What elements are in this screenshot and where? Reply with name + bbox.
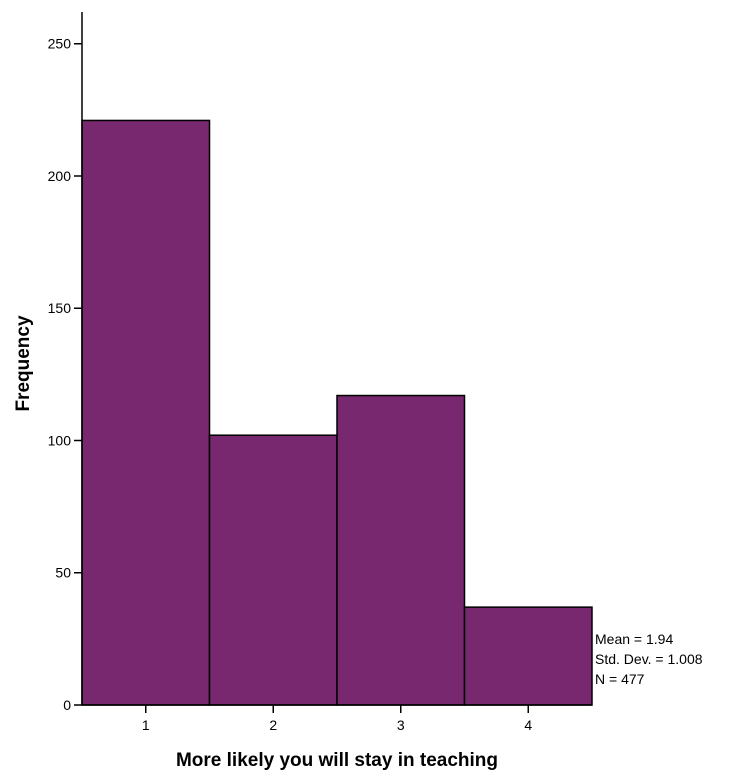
stats-n: N = 477: [595, 671, 645, 687]
x-tick-label-4: 4: [524, 717, 532, 733]
y-axis-title: Frequency: [13, 315, 34, 412]
y-tick-label-100: 100: [48, 432, 72, 448]
y-tick-label-200: 200: [48, 168, 72, 184]
stats-mean: Mean = 1.94: [595, 631, 673, 647]
y-tick-label-250: 250: [48, 36, 72, 52]
bar-3: [336, 394, 466, 706]
y-tick-label-50: 50: [55, 565, 71, 581]
y-ticks: 0 50 100 150 200 250: [48, 36, 82, 713]
x-tick-label-2: 2: [269, 717, 277, 733]
axes-layer: [81, 12, 592, 706]
bar-1: [81, 119, 211, 706]
stats-box: Mean = 1.94 Std. Dev. = 1.008 N = 477: [595, 631, 703, 687]
bar-2: [208, 434, 338, 706]
x-axis-title: More likely you will stay in teaching: [176, 750, 498, 771]
stats-std-dev: Std. Dev. = 1.008: [595, 651, 703, 667]
x-tick-label-3: 3: [397, 717, 405, 733]
y-tick-label-150: 150: [48, 300, 72, 316]
bar-4: [463, 606, 593, 706]
x-ticks: 1 2 3 4: [142, 705, 532, 733]
y-tick-label-0: 0: [63, 697, 71, 713]
bars-layer: [81, 119, 593, 706]
x-tick-label-1: 1: [142, 717, 150, 733]
